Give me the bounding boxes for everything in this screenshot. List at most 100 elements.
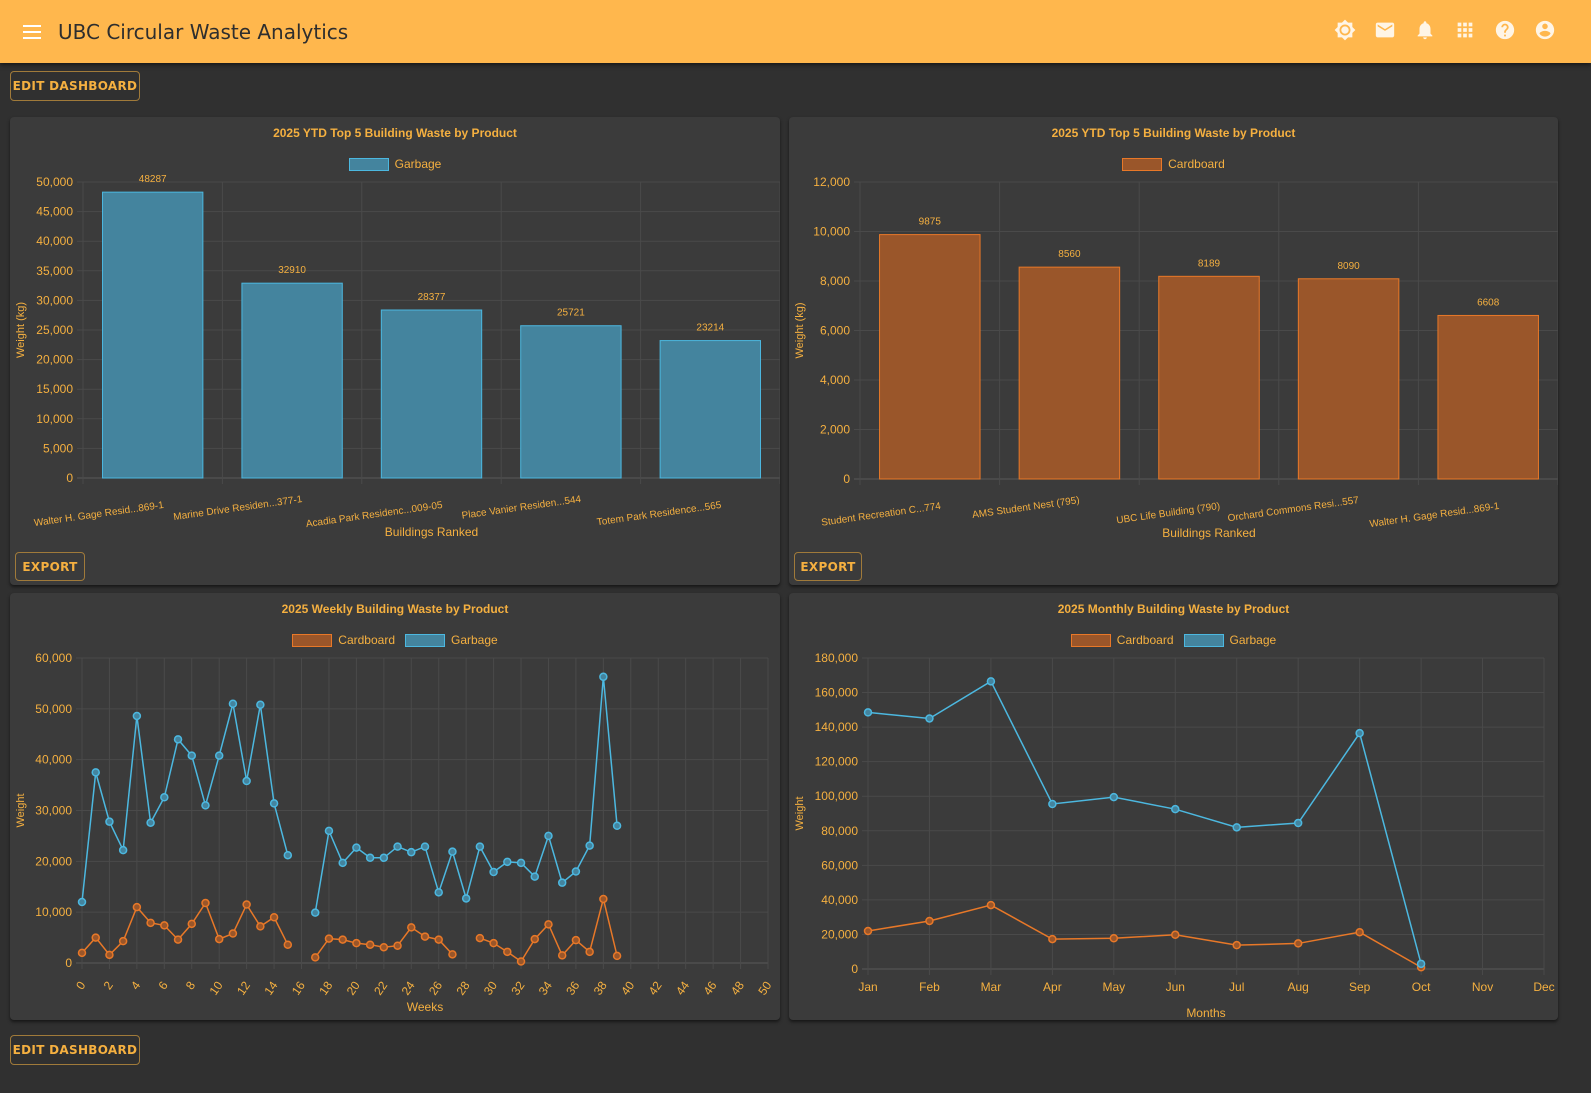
data-point-garbage [365,853,375,863]
y-tick-label: 0 [851,962,858,976]
x-tick-label: Totem Park Residence...565 [596,500,722,528]
data-point-cardboard [228,929,238,938]
data-point-cardboard [434,935,443,944]
data-point-cardboard [393,941,402,950]
data-point-garbage [187,751,197,760]
data-point-cardboard [925,916,934,926]
help-icon[interactable] [1493,18,1517,42]
x-tick-label: Place Vanier Residen...544 [461,494,582,522]
chart-card-garbage-top5: 2025 YTD Top 5 Building Waste by Product… [10,117,780,585]
data-point-cardboard [1232,940,1241,950]
data-point-cardboard [269,913,279,922]
x-tick-label: 50 [755,978,774,997]
data-point-garbage [530,872,540,881]
data-point-cardboard [1171,930,1180,940]
data-point-garbage [925,714,934,723]
data-point-cardboard [1109,933,1119,943]
data-point-cardboard [379,942,389,952]
x-tick-label: 2 [101,978,116,992]
data-point-cardboard [489,938,498,948]
chart-title: 2025 Monthly Building Waste by Product [1057,602,1290,616]
data-point-garbage [242,776,251,786]
data-point-cardboard [214,934,224,944]
x-tick-label: 44 [673,978,692,997]
apps-grid-icon[interactable] [1453,18,1477,42]
data-point-garbage [1293,818,1303,828]
y-tick-label: 50,000 [35,702,72,716]
data-point-garbage [863,708,873,717]
data-point-garbage [557,878,567,887]
data-point-garbage [1109,792,1119,802]
data-point-garbage [160,793,169,802]
data-label: 28377 [418,292,446,303]
bar [1437,314,1539,480]
data-point-garbage [475,842,485,851]
bar [879,234,981,480]
y-tick-label: 160,000 [815,686,859,700]
chart-card-cardboard-top5: 2025 YTD Top 5 Building Waste by Product… [789,117,1558,585]
legend-item-garbage[interactable]: Garbage [405,633,498,647]
mail-icon[interactable] [1373,18,1397,42]
x-tick-label: 46 [700,978,719,997]
x-tick-label: 38 [591,978,610,997]
bar [520,325,622,479]
x-tick-label: 42 [646,978,665,997]
y-tick-label: 140,000 [815,720,859,734]
data-label: 23214 [696,323,724,334]
legend-item-cardboard[interactable]: Cardboard [1070,633,1174,647]
export-button[interactable]: EXPORT [15,552,85,581]
y-tick-label: 12,000 [813,175,850,189]
edit-dashboard-button-bottom[interactable]: EDIT DASHBOARD [10,1035,140,1065]
series-line-garbage [81,703,289,903]
data-point-garbage [544,831,553,841]
series-line-garbage [867,680,1422,965]
bell-icon[interactable] [1413,18,1437,42]
data-point-garbage [612,821,622,830]
app-bar: UBC Circular Waste Analytics [0,0,1591,63]
x-tick-label: Nov [1472,980,1493,994]
x-tick-label: Dec [1533,980,1554,994]
legend-label: Cardboard [1168,157,1225,171]
x-tick-label: 24 [399,978,418,997]
x-tick-label: 12 [234,978,253,997]
x-tick-label: Walter H. Gage Resid...869-1 [33,500,164,529]
y-tick-label: 35,000 [36,264,73,278]
y-tick-label: 10,000 [35,905,72,919]
data-point-cardboard [530,934,540,944]
legend-item-cardboard[interactable]: Cardboard [1122,157,1225,171]
y-tick-label: 80,000 [821,824,858,838]
legend-item-garbage[interactable]: Garbage [1183,633,1276,647]
x-tick-label: Mar [981,980,1002,994]
data-point-cardboard [863,926,873,936]
bar [1018,266,1121,480]
x-tick-label: 48 [728,978,747,997]
data-point-garbage [173,735,183,744]
data-point-garbage [585,841,594,850]
bar-chart-cardboard: 0 2,000 4,000 6,000 8,000 10,000 12,000 9875 Stu… [794,175,1558,540]
hamburger-menu-icon[interactable] [20,20,44,44]
account-icon[interactable] [1533,18,1557,42]
legend-item-cardboard[interactable]: Cardboard [292,633,395,647]
x-tick-label: Jul [1229,980,1244,994]
x-tick-label: May [1102,980,1125,994]
data-point-garbage [91,768,100,777]
x-axis-title: Buildings Ranked [1162,526,1255,540]
data-point-cardboard [986,900,996,910]
series-line-cardboard [81,901,289,956]
app-title: UBC Circular Waste Analytics [58,19,349,44]
legend-swatch-garbage [348,157,389,171]
export-button[interactable]: EXPORT [794,552,862,581]
brightness-icon[interactable] [1333,18,1357,42]
legend-item-garbage[interactable]: Garbage [348,157,441,171]
data-point-garbage [986,677,996,686]
y-tick-label: 30,000 [36,293,73,307]
legend-swatch-cardboard [1070,633,1111,647]
y-tick-label: 6,000 [820,324,850,338]
data-point-cardboard [503,947,512,957]
chart-title: 2025 YTD Top 5 Building Waste by Product [1051,126,1296,140]
data-point-cardboard [407,923,416,932]
y-tick-label: 8,000 [820,274,850,288]
bar-chart-garbage: 0 5,000 10,000 15,000 20,000 25,000 30,000 35,0… [15,174,780,539]
legend-swatch-cardboard [292,633,333,647]
edit-dashboard-button[interactable]: EDIT DASHBOARD [10,71,140,101]
